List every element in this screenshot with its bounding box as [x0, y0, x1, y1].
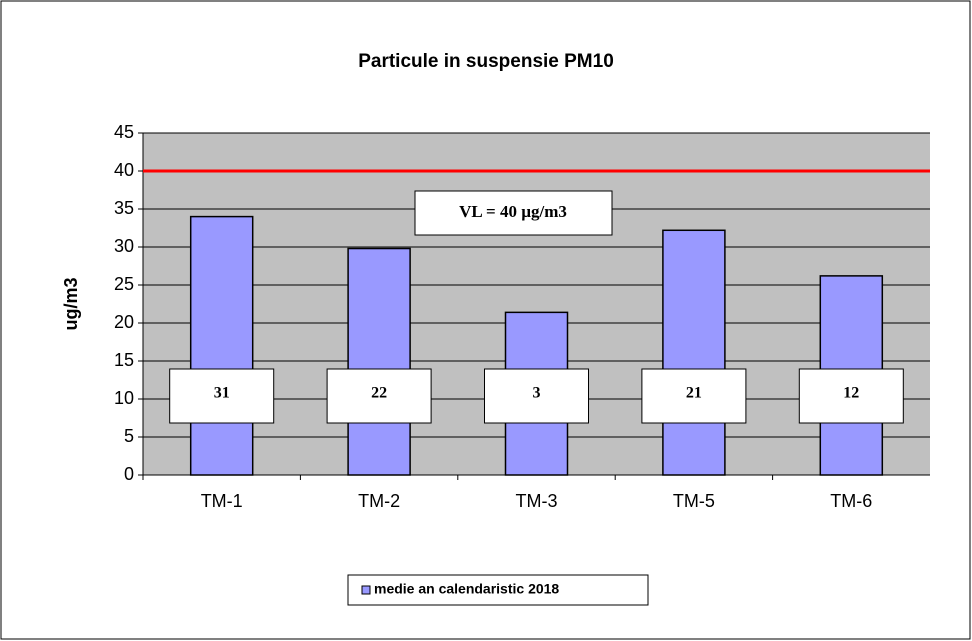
annotation: 31: [214, 385, 230, 402]
bar: [347, 247, 411, 476]
annotation: 22: [371, 385, 387, 402]
legend-box: [347, 574, 649, 606]
y-tick-label: 35: [114, 198, 134, 218]
y-tick-label: 45: [114, 122, 134, 142]
y-tick-label: 40: [114, 160, 134, 180]
bar: [662, 229, 726, 476]
x-tick-label: TM-1: [201, 491, 243, 511]
x-tick-label: TM-2: [358, 491, 400, 511]
legend-swatch: [361, 585, 371, 595]
annotation-box: [169, 368, 275, 424]
annotation: 12: [843, 385, 859, 402]
legend-label: medie an calendaristic 2018: [374, 581, 559, 597]
annotation: 3: [533, 385, 541, 402]
y-tick-label: 5: [124, 426, 134, 446]
y-tick-label: 20: [114, 312, 134, 332]
bar: [189, 215, 254, 476]
y-tick-label: 15: [114, 350, 134, 370]
x-tick-label: TM-6: [830, 491, 872, 511]
y-tick-label: 10: [114, 388, 134, 408]
reference-label-box: [414, 190, 613, 236]
reference-label: VL = 40 µg/m3: [459, 202, 567, 221]
annotation-box: [798, 368, 904, 424]
annotation: 21: [686, 385, 702, 402]
annotation-box: [641, 368, 747, 424]
x-tick-label: TM-3: [516, 491, 558, 511]
chart-title: Particule in suspensie PM10: [358, 51, 614, 72]
y-tick-label: 30: [114, 236, 134, 256]
x-tick-label: TM-5: [673, 491, 715, 511]
y-axis-label: ug/m3: [61, 277, 81, 330]
annotation-box: [326, 368, 432, 424]
y-tick-label: 0: [124, 464, 134, 484]
y-tick-label: 25: [114, 274, 134, 294]
annotation-box: [484, 368, 589, 424]
